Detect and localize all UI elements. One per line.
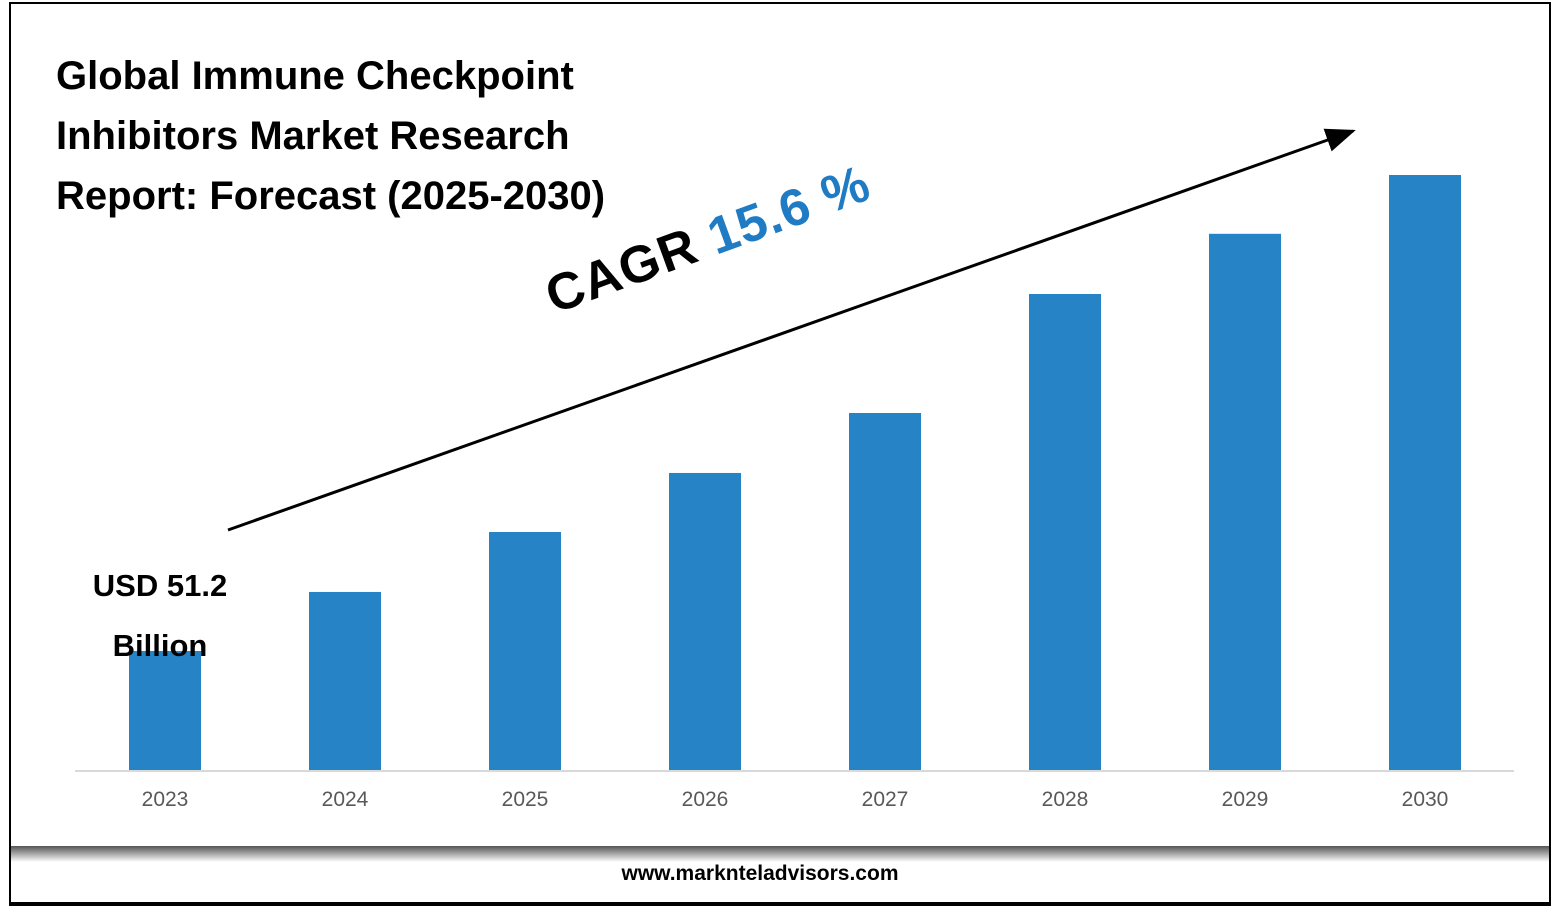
bar-2030 [1389, 175, 1461, 770]
x-tick-label: 2023 [142, 788, 189, 811]
growth-arrow [227, 128, 1356, 532]
bar-2026 [669, 472, 741, 770]
title-line: Report: Forecast (2025-2030) [56, 174, 606, 218]
title-line: Inhibitors Market Research [56, 114, 570, 158]
bar-2025 [489, 532, 561, 770]
chart-title: Global Immune Checkpoint Inhibitors Mark… [56, 46, 736, 226]
x-tick-label: 2027 [862, 788, 909, 811]
x-tick-label: 2028 [1042, 788, 1089, 811]
data-label-line: USD 51.2 [92, 568, 228, 603]
bar-2028 [1029, 294, 1101, 770]
x-tick-label: 2025 [502, 788, 549, 811]
x-tick-label: 2029 [1222, 788, 1269, 811]
title-line: Global Immune Checkpoint [56, 54, 574, 98]
first-bar-data-label: USD 51.2 Billion [70, 556, 250, 676]
chart-frame [9, 2, 1551, 906]
bar-2027 [849, 413, 921, 770]
x-tick-label: 2026 [682, 788, 729, 811]
x-tick-label: 2024 [322, 788, 369, 811]
website-footer: www.marknteladvisors.com [621, 862, 899, 885]
footer-divider [11, 846, 1549, 862]
bar-2029 [1209, 233, 1281, 770]
x-tick-label: 2030 [1402, 788, 1449, 811]
data-label-line: Billion [112, 628, 208, 663]
bar-2024 [309, 591, 381, 770]
bar-2023 [129, 651, 201, 770]
